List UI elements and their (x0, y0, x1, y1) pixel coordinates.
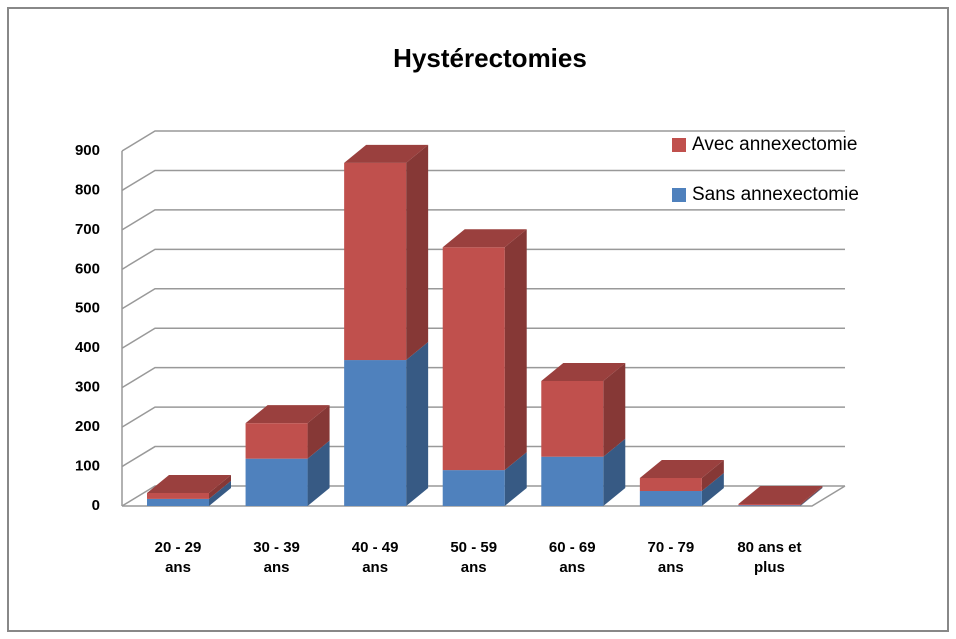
x-tick-label: 40 - 49 ans (351, 539, 399, 576)
bar-side (800, 487, 823, 506)
y-tick-label: 200 (75, 418, 100, 435)
bar-top (245, 405, 330, 424)
legend-label: Avec annexectomie (692, 134, 857, 155)
chart-title: Hystérectomies (393, 43, 587, 73)
y-tick-label: 900 (75, 142, 100, 159)
bar-side (701, 459, 724, 492)
bar (541, 380, 604, 457)
bar-side (603, 362, 626, 457)
y-tick-label: 0 (92, 497, 100, 514)
x-tick-label: 80 ans et plus (737, 539, 802, 576)
bar (738, 504, 801, 506)
bar (245, 423, 308, 459)
legend-swatch (672, 138, 686, 152)
bar (541, 456, 604, 506)
bar (738, 505, 801, 506)
bar-side (603, 438, 626, 506)
bar-top (738, 486, 823, 505)
bar (442, 470, 505, 506)
x-tick-label: 20 - 29 ans (154, 539, 202, 576)
y-tick-label: 500 (75, 300, 100, 317)
bar-side (307, 440, 330, 506)
grid-line (121, 248, 845, 270)
legend-swatch (672, 188, 686, 202)
bar (344, 162, 407, 361)
bar-side (209, 474, 231, 499)
bar (639, 477, 702, 492)
bar-top (541, 362, 626, 381)
x-tick-label: 70 - 79 ans (647, 539, 695, 576)
bar-side (307, 405, 330, 459)
bar-side (701, 473, 724, 506)
x-tick-label: 50 - 59 ans (450, 539, 498, 576)
bar-side (209, 480, 231, 506)
y-tick-label: 600 (75, 260, 100, 277)
bar (639, 491, 702, 506)
bar (147, 498, 209, 506)
bar (245, 458, 308, 506)
grid-line (121, 169, 845, 192)
bar-top (639, 459, 724, 478)
y-tick-label: 300 (75, 379, 100, 396)
grid-line (121, 130, 845, 152)
grid-line (121, 209, 845, 231)
x-tick-label: 30 - 39 ans (253, 539, 300, 576)
y-tick-label: 700 (75, 221, 100, 238)
y-tick-label: 800 (75, 181, 100, 198)
grid-line (121, 327, 845, 349)
bar (344, 360, 407, 506)
bar-top (147, 474, 231, 493)
bar-top (442, 229, 527, 248)
bar-side (800, 486, 823, 506)
bar-side (406, 342, 429, 506)
bar (147, 492, 209, 499)
legend-label: Sans annexectomie (692, 184, 859, 205)
grid-line (121, 288, 845, 310)
x-tick-label: 60 - 69 ans (548, 539, 596, 576)
bar (442, 247, 505, 471)
y-tick-label: 400 (75, 339, 100, 356)
bar-side (504, 229, 527, 471)
bar-side (406, 144, 429, 361)
y-tick-label: 100 (75, 458, 100, 475)
bar-side (504, 452, 527, 506)
bar-top (344, 144, 429, 163)
